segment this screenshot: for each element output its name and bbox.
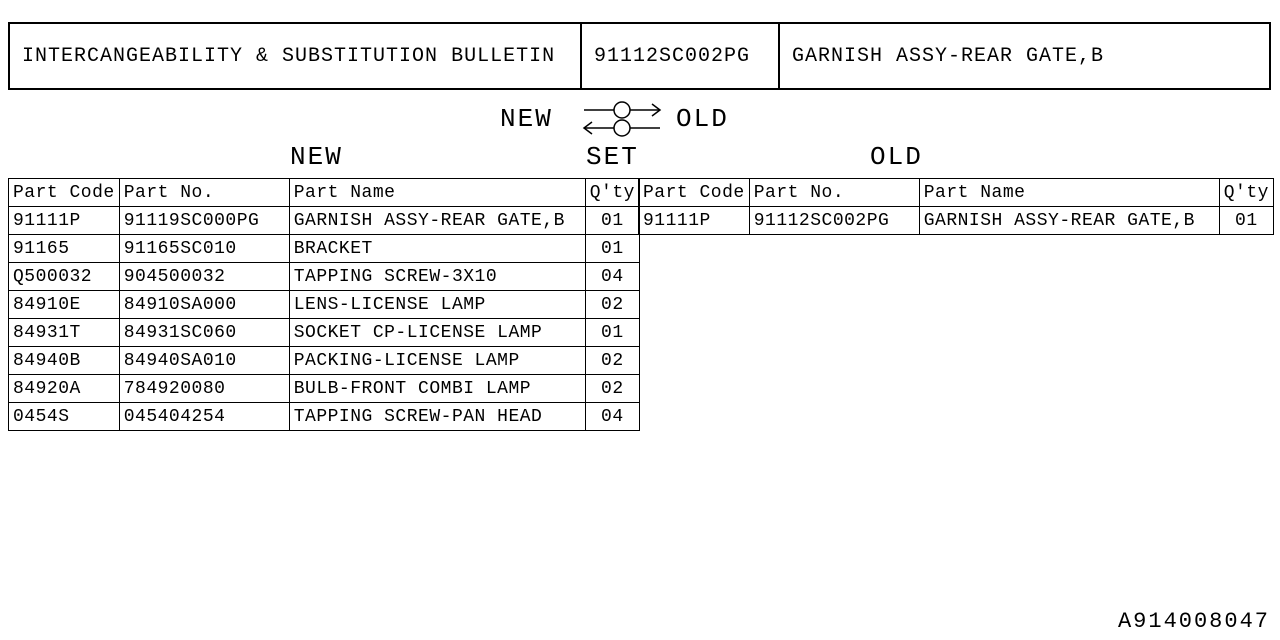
new-parts-table: Part Code Part No. Part Name Q'ty 91111P… (8, 178, 640, 431)
cell-no: 045404254 (119, 403, 289, 431)
cell-code: 84931T (9, 319, 120, 347)
cell-no: 84940SA010 (119, 347, 289, 375)
cell-code: 84920A (9, 375, 120, 403)
cell-name: TAPPING SCREW-3X10 (289, 263, 585, 291)
table-row: 84931T84931SC060SOCKET CP-LICENSE LAMP01 (9, 319, 640, 347)
cell-qty: 01 (1219, 207, 1273, 235)
cell-name: BULB-FRONT COMBI LAMP (289, 375, 585, 403)
col-header-no: Part No. (119, 179, 289, 207)
cell-code: Q500032 (9, 263, 120, 291)
cell-code: 84910E (9, 291, 120, 319)
table-row: 84920A784920080BULB-FRONT COMBI LAMP02 (9, 375, 640, 403)
cell-qty: 01 (585, 235, 639, 263)
cell-name: SOCKET CP-LICENSE LAMP (289, 319, 585, 347)
col-header-name: Part Name (919, 179, 1219, 207)
bidir-arrows-icon (582, 98, 672, 138)
cell-no: 91119SC000PG (119, 207, 289, 235)
diagram-old-label: OLD (676, 104, 729, 134)
cell-no: 904500032 (119, 263, 289, 291)
cell-no: 84931SC060 (119, 319, 289, 347)
col-header-qty: Q'ty (585, 179, 639, 207)
cell-name: GARNISH ASSY-REAR GATE,B (919, 207, 1219, 235)
document-id: A914008047 (1118, 609, 1270, 634)
cell-qty: 01 (585, 319, 639, 347)
cell-code: 0454S (9, 403, 120, 431)
table-row: 91111P91112SC002PGGARNISH ASSY-REAR GATE… (639, 207, 1274, 235)
cell-name: LENS-LICENSE LAMP (289, 291, 585, 319)
cell-no: 784920080 (119, 375, 289, 403)
header-title: INTERCANGEABILITY & SUBSTITUTION BULLETI… (9, 23, 581, 89)
cell-name: PACKING-LICENSE LAMP (289, 347, 585, 375)
cell-name: BRACKET (289, 235, 585, 263)
header-part-name: GARNISH ASSY-REAR GATE,B (779, 23, 1270, 89)
table-row: 91111P91119SC000PGGARNISH ASSY-REAR GATE… (9, 207, 640, 235)
cell-qty: 02 (585, 291, 639, 319)
cell-qty: 02 (585, 347, 639, 375)
cell-qty: 02 (585, 375, 639, 403)
section-label-set: SET (586, 142, 639, 172)
cell-code: 91111P (639, 207, 750, 235)
cell-qty: 04 (585, 403, 639, 431)
table-row: 84910E84910SA000LENS-LICENSE LAMP02 (9, 291, 640, 319)
cell-no: 91165SC010 (119, 235, 289, 263)
table-row: 9116591165SC010BRACKET01 (9, 235, 640, 263)
col-header-code: Part Code (9, 179, 120, 207)
cell-code: 84940B (9, 347, 120, 375)
table-row: 84940B84940SA010PACKING-LICENSE LAMP02 (9, 347, 640, 375)
col-header-code: Part Code (639, 179, 750, 207)
cell-code: 91165 (9, 235, 120, 263)
table-row: Q500032904500032TAPPING SCREW-3X1004 (9, 263, 640, 291)
col-header-qty: Q'ty (1219, 179, 1273, 207)
diagram-new-label: NEW (500, 104, 553, 134)
table-row: 0454S045404254TAPPING SCREW-PAN HEAD04 (9, 403, 640, 431)
cell-no: 91112SC002PG (749, 207, 919, 235)
section-label-old: OLD (870, 142, 923, 172)
cell-qty: 01 (585, 207, 639, 235)
section-label-new: NEW (290, 142, 343, 172)
header-part-no: 91112SC002PG (581, 23, 779, 89)
header-table: INTERCANGEABILITY & SUBSTITUTION BULLETI… (8, 22, 1271, 90)
cell-name: GARNISH ASSY-REAR GATE,B (289, 207, 585, 235)
table-header-row: Part Code Part No. Part Name Q'ty (9, 179, 640, 207)
cell-code: 91111P (9, 207, 120, 235)
col-header-name: Part Name (289, 179, 585, 207)
old-parts-table: Part Code Part No. Part Name Q'ty 91111P… (638, 178, 1274, 235)
cell-no: 84910SA000 (119, 291, 289, 319)
cell-qty: 04 (585, 263, 639, 291)
cell-name: TAPPING SCREW-PAN HEAD (289, 403, 585, 431)
col-header-no: Part No. (749, 179, 919, 207)
table-header-row: Part Code Part No. Part Name Q'ty (639, 179, 1274, 207)
interchange-diagram: NEW OLD (500, 98, 750, 140)
